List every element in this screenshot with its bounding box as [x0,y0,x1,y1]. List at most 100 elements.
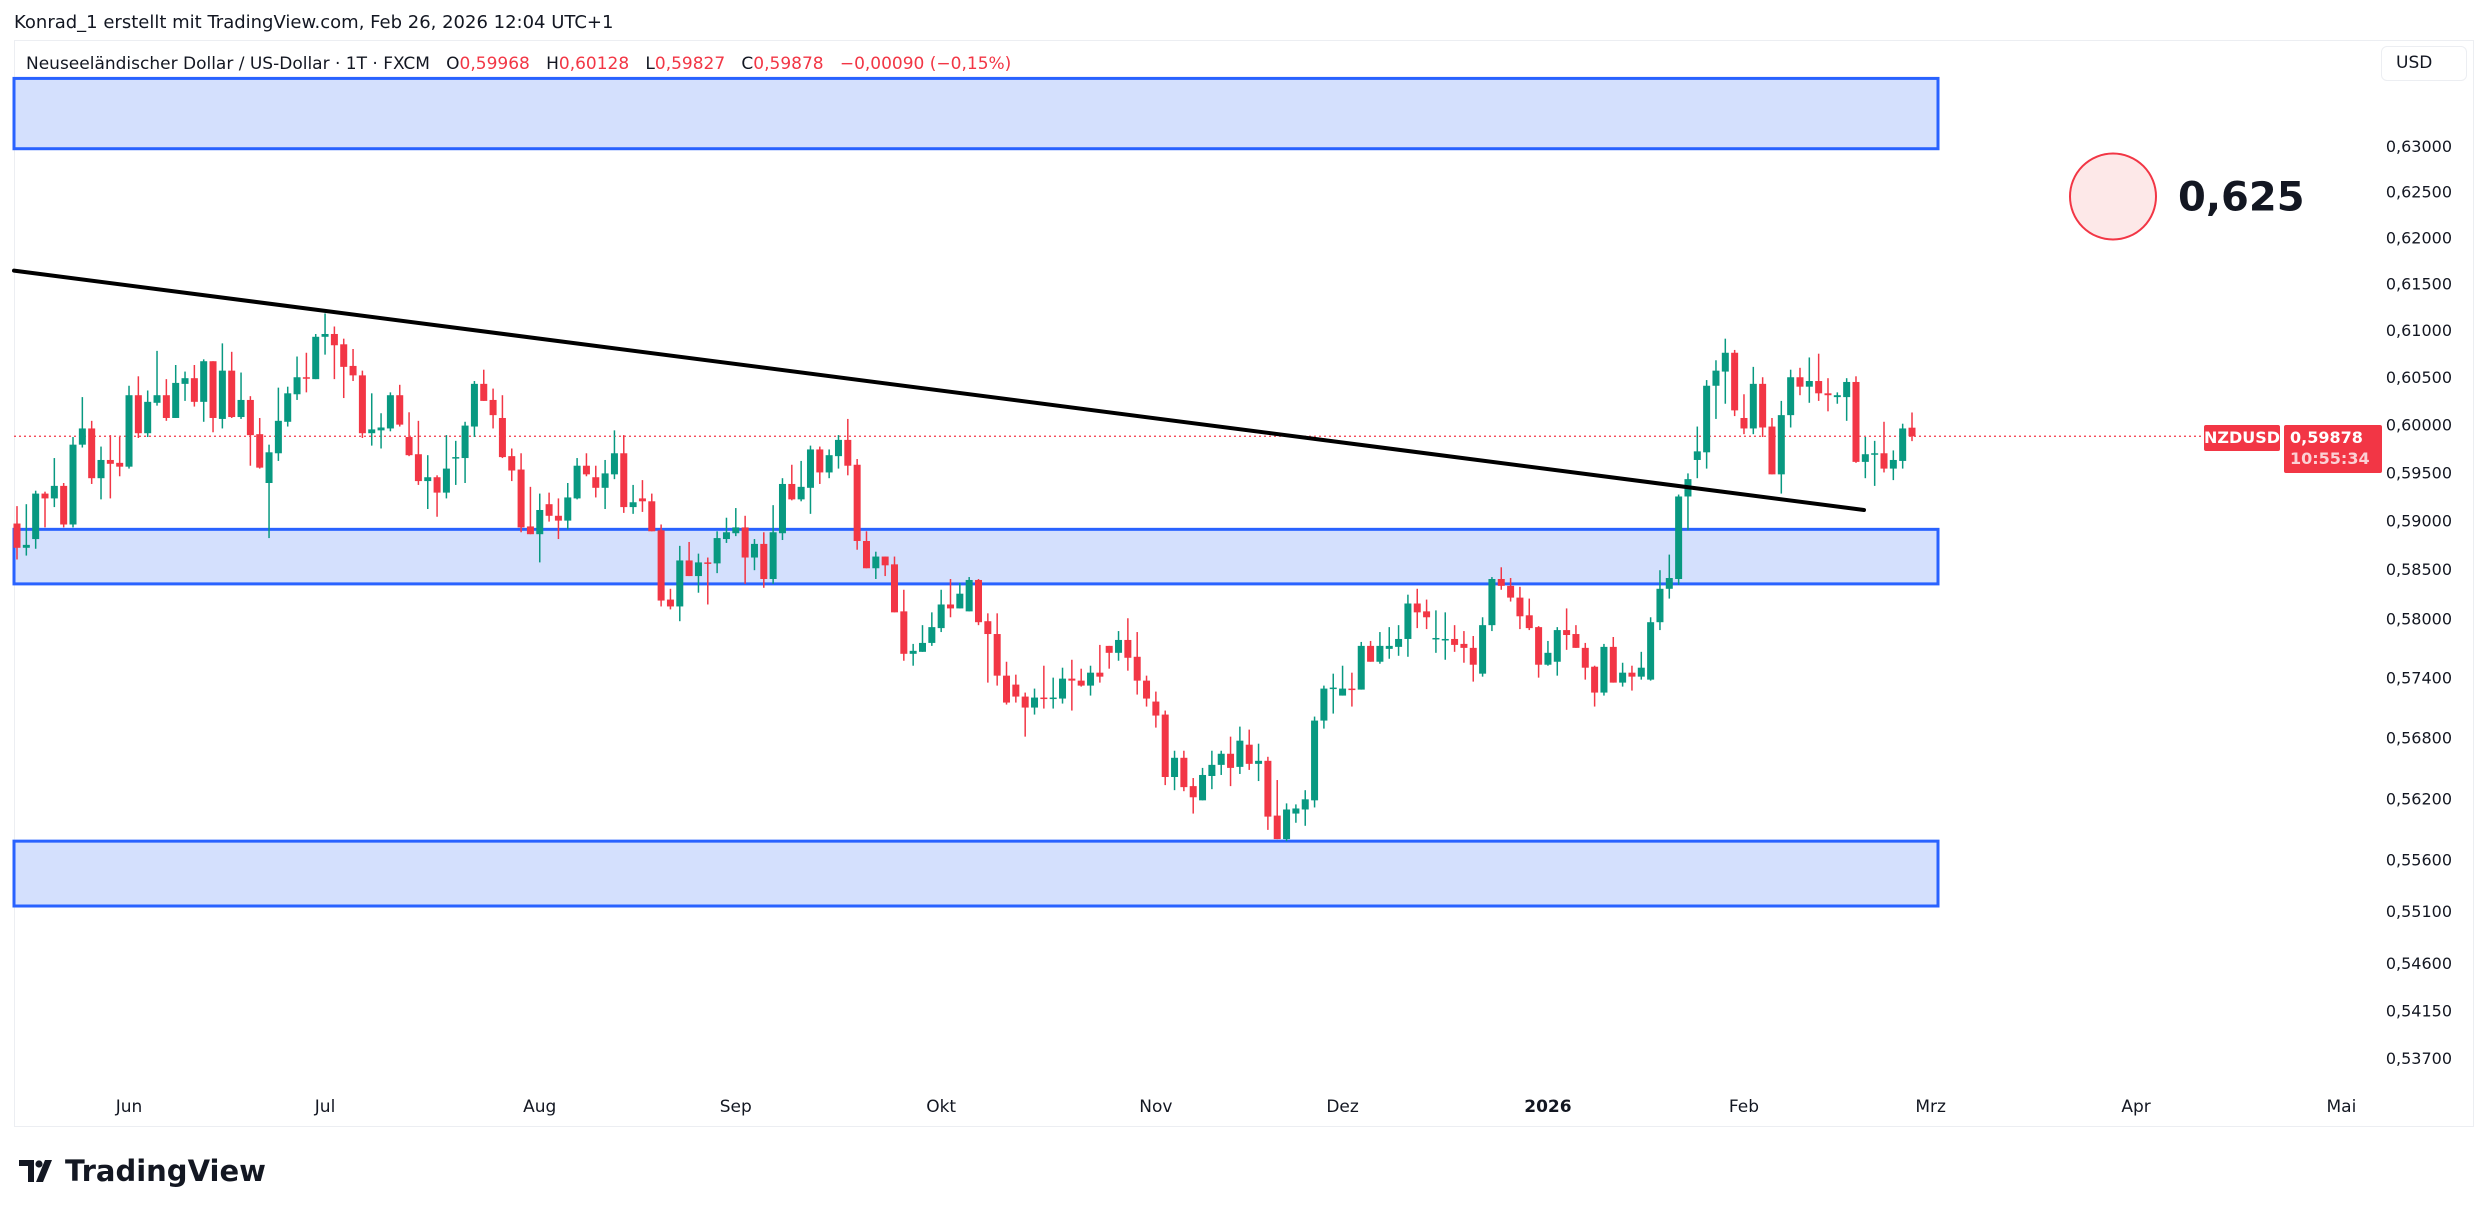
candle [1740,394,1748,435]
candle [769,505,777,584]
currency-button[interactable]: USD [2381,46,2467,81]
candle-body [1311,720,1319,801]
change-value: −0,00090 (−0,15%) [839,54,1012,74]
candle-body [284,393,292,422]
candle [498,395,506,459]
candle-body [676,560,684,607]
candle [554,498,562,540]
candle [1255,743,1263,782]
candle-body [1021,696,1029,708]
support-resistance-zone[interactable] [12,839,1940,908]
candle-body [1609,646,1617,683]
candle-body [1507,585,1515,598]
candle-body [13,523,21,548]
symbol-title[interactable]: Neuseeländischer Dollar / US-Dollar · 1T… [26,54,430,74]
candle-body [760,543,768,580]
candle [1040,665,1048,709]
candle-body [1040,697,1048,700]
candle [256,417,264,469]
candle [265,444,273,539]
candle [1208,750,1216,790]
candle [620,435,628,513]
candle-body [200,361,208,402]
target-marker-circle[interactable] [2069,152,2157,241]
price-axis-label: 0,60000 [2386,416,2452,435]
candle [97,446,105,500]
candle [116,437,124,477]
candle-body [88,428,96,479]
candle-body [1516,597,1524,617]
candle [1768,417,1776,475]
price-axis-label: 0,57400 [2386,669,2452,688]
candle-body [1861,454,1869,462]
candle [41,491,49,528]
candle [1749,366,1757,435]
candle-body [1796,377,1804,387]
candle [1124,618,1132,671]
candle-body [106,459,114,464]
candle-body [1572,634,1580,648]
time-axis-label: Nov [1139,1097,1172,1117]
candle [1404,594,1412,657]
target-annotation[interactable]: 0,625 [2178,175,2305,221]
low-value: 0,59827 [654,54,726,74]
last-price-value: 0,59878 [2290,428,2363,447]
support-resistance-zone[interactable] [12,527,1940,586]
price-axis-label: 0,63000 [2386,137,2452,156]
candle [517,453,525,533]
candle-body [1488,579,1496,626]
trendline[interactable] [12,268,1866,512]
candle-body [947,604,954,609]
candle [414,420,422,485]
candle [228,351,236,418]
tradingview-logo[interactable]: TradingView [19,1154,266,1188]
candle-body [1012,684,1020,697]
candle-body [1553,630,1561,662]
candle-body [1143,680,1151,699]
candle [545,492,553,522]
candle [1544,640,1552,666]
support-resistance-zone[interactable] [12,76,1940,151]
candle [1096,644,1104,683]
candle-body [1880,453,1888,469]
candle [377,413,385,449]
candle-body [582,465,590,475]
candle [1152,691,1160,728]
candle [937,589,945,633]
candle [13,506,21,560]
candle-body [1619,672,1627,683]
candle-body [1171,757,1179,777]
candle [788,464,796,501]
candle [816,446,824,484]
candle [218,343,226,429]
candle [1423,599,1431,630]
candle-body [349,365,357,376]
candle [1628,665,1636,691]
candle-body [368,429,376,434]
candle [1581,642,1589,680]
candle [1311,716,1319,808]
candle [648,493,656,532]
candle-body [377,427,385,431]
candle [722,517,730,543]
candle [106,435,114,499]
candle [1236,726,1244,774]
candle [452,440,460,485]
open-label: O [446,54,460,74]
candle [125,385,133,469]
candle [88,420,96,484]
candle [1273,780,1281,840]
candle-body [181,378,189,384]
candle [480,369,488,401]
candle [1908,412,1916,442]
candle-body [246,399,254,436]
candle-body [1283,809,1291,840]
candle-body [610,453,618,475]
candle-body [1423,611,1431,618]
price-axis-label: 0,61000 [2386,321,2452,340]
candle-body [498,417,506,458]
candle-body [69,444,77,525]
candle [526,486,534,535]
candle-body [172,382,180,418]
